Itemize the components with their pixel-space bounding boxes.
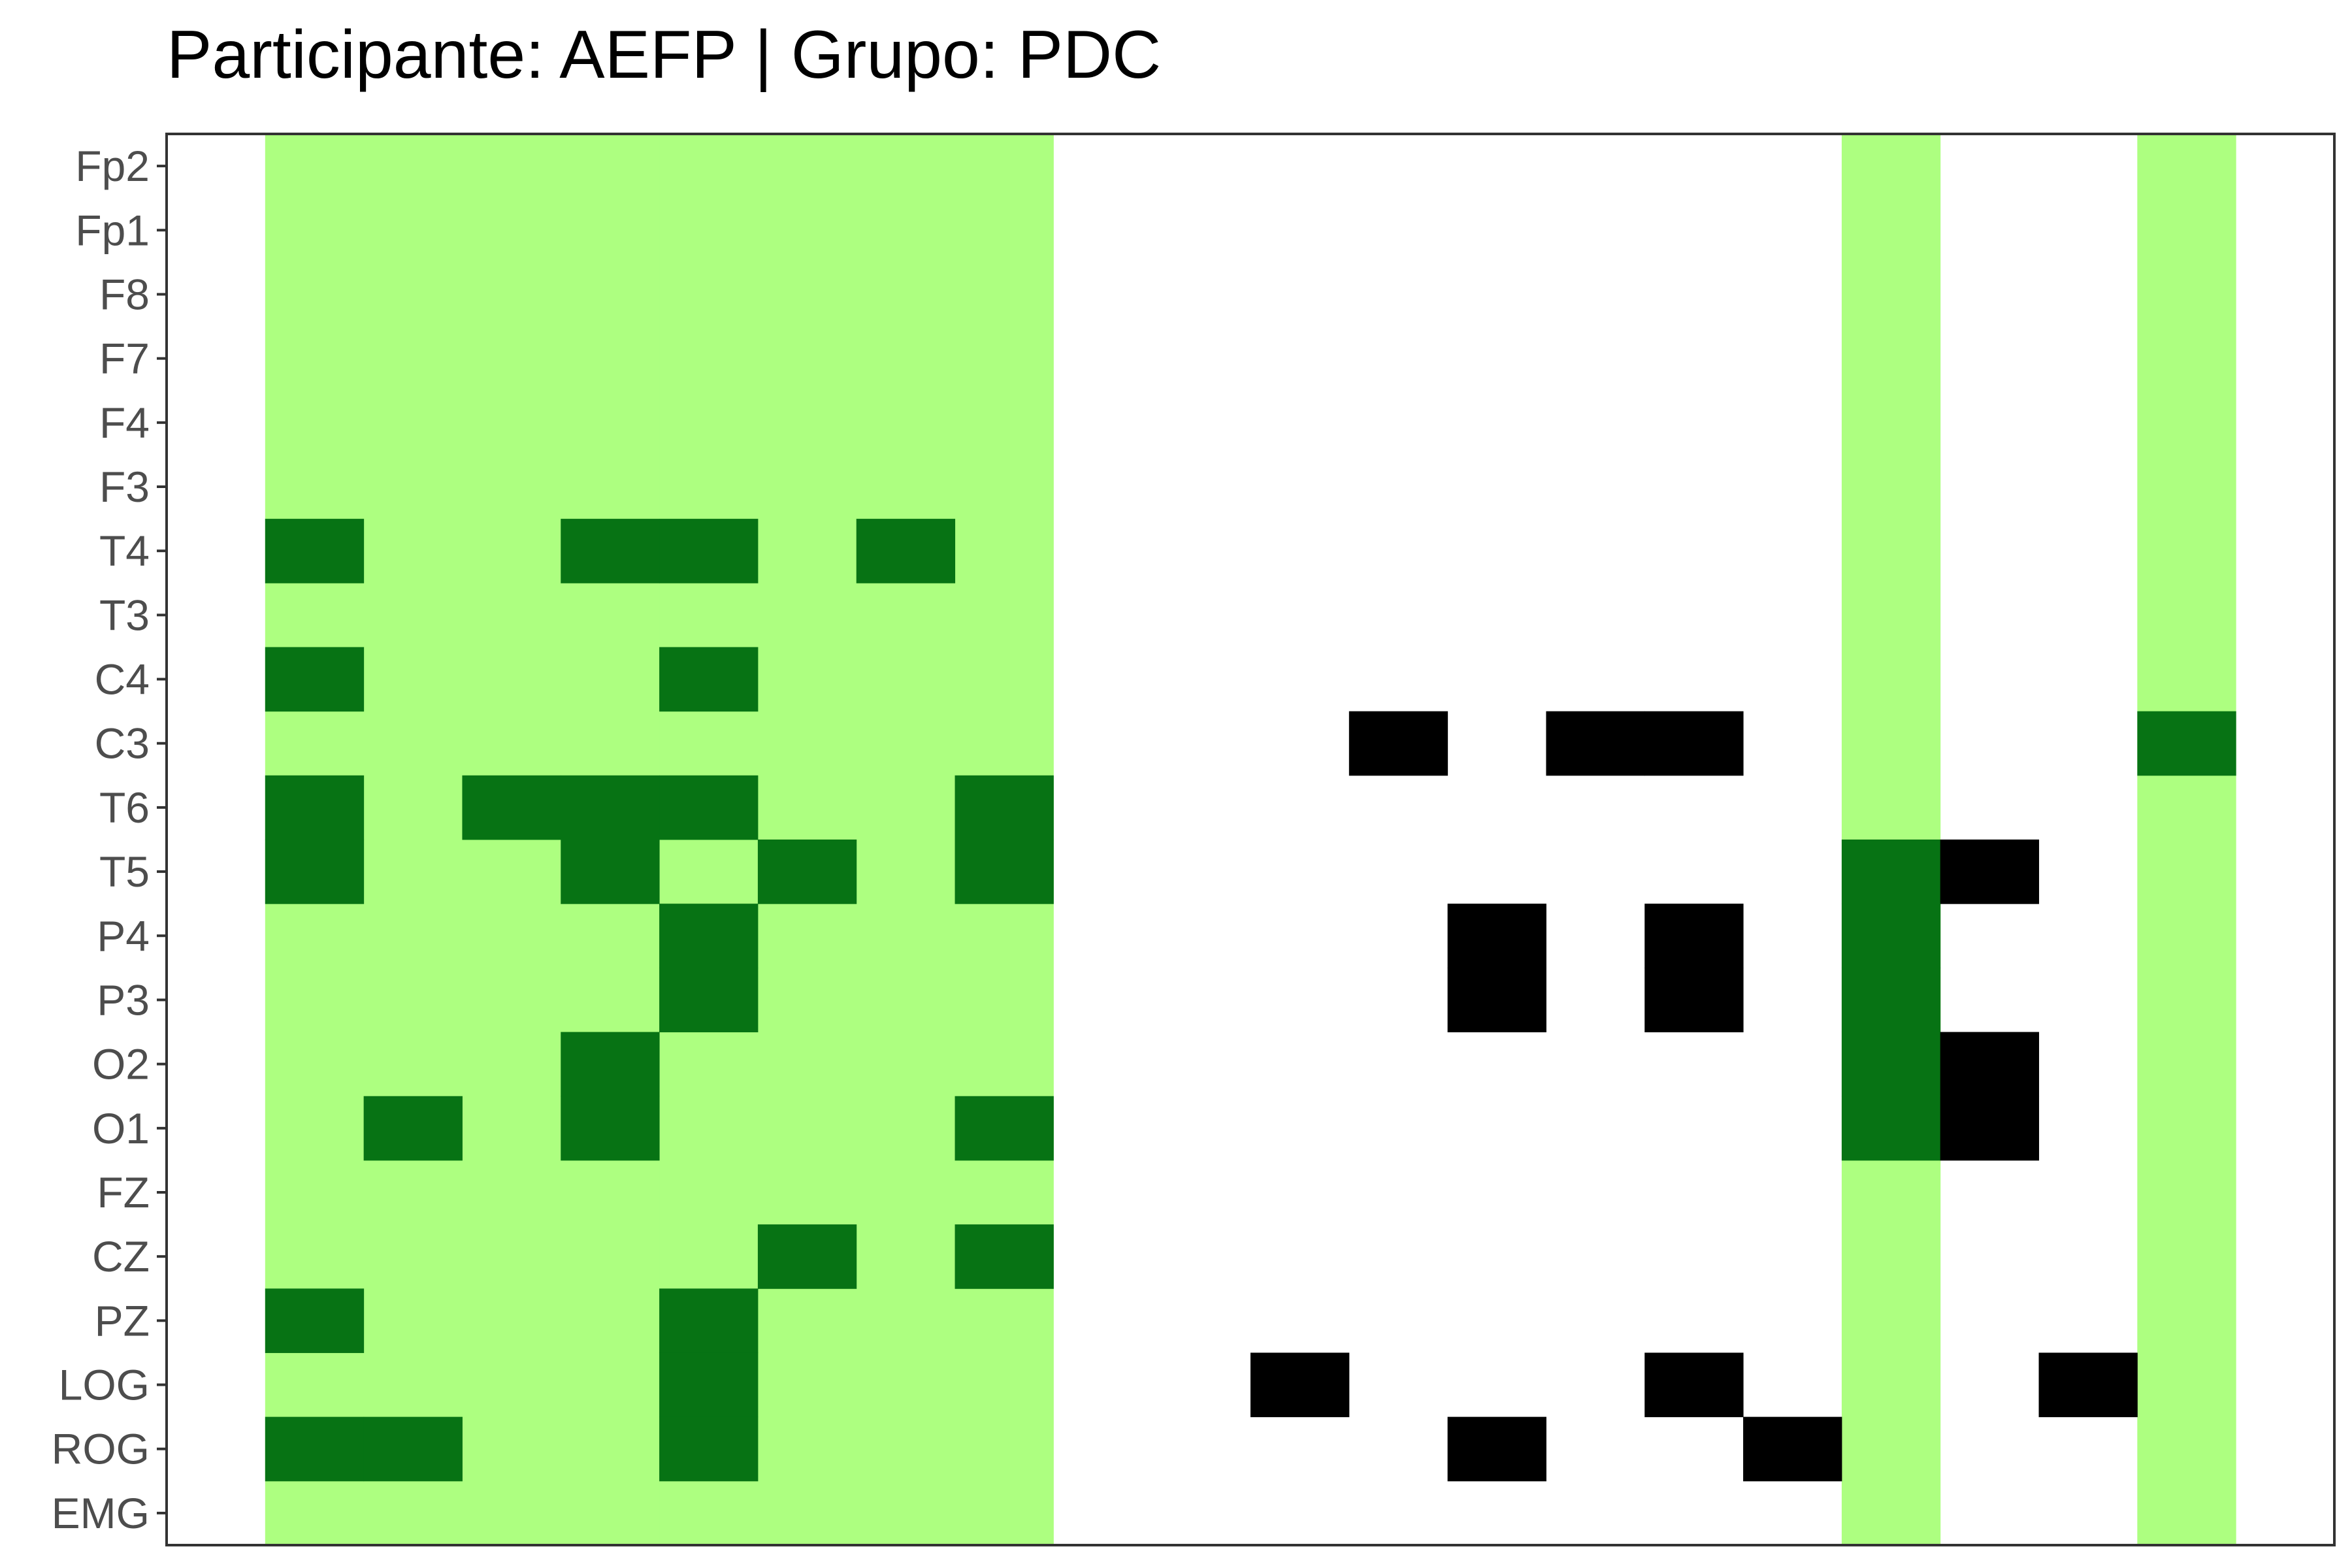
cell-t5-col-17 bbox=[1841, 840, 1941, 904]
ytick-label-f4: F4 bbox=[99, 399, 150, 447]
cell-layer bbox=[265, 519, 2236, 1482]
cell-t5-col-8 bbox=[955, 840, 1054, 904]
cell-p4-col-13 bbox=[1447, 904, 1546, 968]
cell-rog-col-5 bbox=[659, 1416, 759, 1482]
cell-p3-col-15 bbox=[1644, 968, 1744, 1033]
cell-o1-col-4 bbox=[561, 1096, 660, 1161]
cell-o1-col-17 bbox=[1841, 1096, 1941, 1161]
cell-t6-col-8 bbox=[955, 775, 1054, 840]
cell-rog-col-1 bbox=[265, 1416, 365, 1482]
ytick-label-rog: ROG bbox=[52, 1425, 150, 1473]
ytick-label-o2: O2 bbox=[92, 1040, 150, 1088]
ytick-label-f3: F3 bbox=[99, 463, 150, 511]
cell-o2-col-4 bbox=[561, 1032, 660, 1097]
cell-o2-col-17 bbox=[1841, 1032, 1941, 1097]
cell-t5-col-4 bbox=[561, 840, 660, 904]
cell-t5-col-18 bbox=[1940, 840, 2040, 904]
cell-t4-col-1 bbox=[265, 519, 365, 583]
ytick-label-p4: P4 bbox=[97, 911, 150, 960]
ytick-label-cz: CZ bbox=[92, 1232, 150, 1281]
cell-t6-col-4 bbox=[561, 775, 660, 840]
ytick-label-pz: PZ bbox=[95, 1296, 150, 1345]
ytick-label-c4: C4 bbox=[95, 655, 150, 704]
cell-log-col-5 bbox=[659, 1352, 759, 1418]
cell-p4-col-5 bbox=[659, 904, 759, 968]
cell-t5-col-6 bbox=[757, 840, 857, 904]
cell-pz-col-1 bbox=[265, 1288, 365, 1353]
cell-t6-col-1 bbox=[265, 775, 365, 840]
highlight-column-20 bbox=[2137, 134, 2236, 1545]
cell-p4-col-17 bbox=[1841, 904, 1941, 968]
cell-rog-col-16 bbox=[1743, 1416, 1842, 1482]
ytick-label-fp1: Fp1 bbox=[75, 206, 150, 254]
cell-t6-col-5 bbox=[659, 775, 759, 840]
cell-o1-col-18 bbox=[1940, 1096, 2040, 1161]
ytick-label-fp2: Fp2 bbox=[75, 142, 150, 190]
cell-p3-col-5 bbox=[659, 968, 759, 1033]
y-axis: Fp2 Fp1 F8 F7 F4 F3 T4 T3 C4 C3 T6 T5 P4 P3 O2 O1 FZ CZ PZ… bbox=[52, 142, 167, 1537]
ytick-label-t5: T5 bbox=[99, 847, 150, 896]
cell-c3-col-15 bbox=[1644, 711, 1744, 776]
cell-c4-col-5 bbox=[659, 647, 759, 712]
cell-pz-col-5 bbox=[659, 1288, 759, 1353]
plot-panel-border bbox=[165, 133, 2336, 1546]
cell-p3-col-13 bbox=[1447, 968, 1546, 1033]
cell-log-col-11 bbox=[1250, 1352, 1350, 1418]
cell-o1-col-8 bbox=[955, 1096, 1054, 1161]
cell-c4-col-1 bbox=[265, 647, 365, 712]
ytick-label-fz: FZ bbox=[97, 1168, 150, 1217]
cell-rog-col-2 bbox=[363, 1416, 463, 1482]
ytick-label-p3: P3 bbox=[97, 975, 150, 1024]
cell-c3-col-12 bbox=[1348, 711, 1448, 776]
cell-cz-col-8 bbox=[955, 1224, 1054, 1289]
ytick-label-t3: T3 bbox=[99, 591, 150, 639]
ytick-label-f7: F7 bbox=[99, 335, 150, 383]
ytick-label-f8: F8 bbox=[99, 270, 150, 318]
cell-o1-col-2 bbox=[363, 1096, 463, 1161]
highlight-column-2 bbox=[363, 134, 463, 1545]
cell-t4-col-5 bbox=[659, 519, 759, 583]
cell-t4-col-7 bbox=[856, 519, 956, 583]
cell-c3-col-14 bbox=[1546, 711, 1645, 776]
ytick-label-c3: C3 bbox=[95, 719, 150, 768]
cell-log-col-19 bbox=[2038, 1352, 2138, 1418]
ytick-label-log: LOG bbox=[59, 1361, 150, 1409]
cell-t4-col-4 bbox=[561, 519, 660, 583]
cell-p3-col-17 bbox=[1841, 968, 1941, 1033]
ytick-label-t6: T6 bbox=[99, 783, 150, 832]
cell-o2-col-18 bbox=[1940, 1032, 2040, 1097]
cell-rog-col-13 bbox=[1447, 1416, 1546, 1482]
cell-cz-col-6 bbox=[757, 1224, 857, 1289]
chart-title: Participante: AEFP | Grupo: PDC bbox=[167, 17, 1162, 93]
highlight-column-7 bbox=[856, 134, 956, 1545]
cell-p4-col-15 bbox=[1644, 904, 1744, 968]
ytick-label-o1: O1 bbox=[92, 1104, 150, 1152]
ytick-label-t4: T4 bbox=[99, 527, 150, 575]
cell-log-col-15 bbox=[1644, 1352, 1744, 1418]
ytick-label-emg: EMG bbox=[52, 1489, 150, 1537]
cell-t6-col-3 bbox=[462, 775, 561, 840]
cell-c3-col-20 bbox=[2137, 711, 2236, 776]
cell-t5-col-1 bbox=[265, 840, 365, 904]
